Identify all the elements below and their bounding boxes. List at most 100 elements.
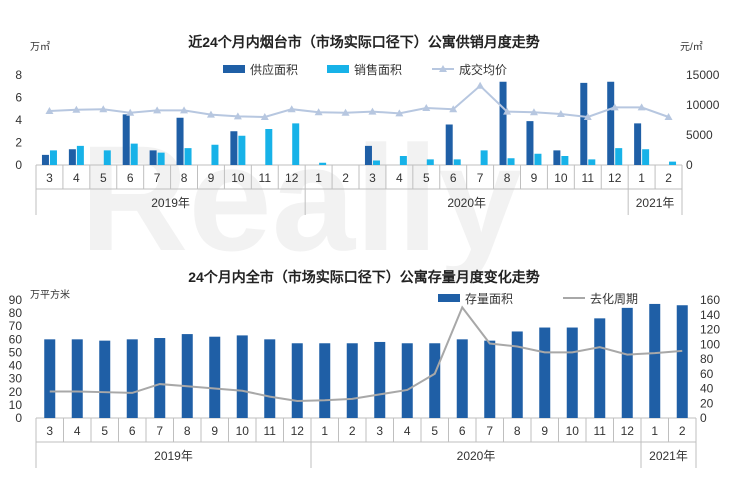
chart1-x-tick: 5 (100, 171, 107, 185)
chart1-bar (49, 150, 57, 165)
chart1-x-tick: 6 (450, 171, 457, 185)
chart1-x-tick: 6 (127, 171, 134, 185)
chart1-legend-swatch (327, 65, 349, 73)
chart2-x-tick: 10 (236, 424, 250, 438)
chart2-y2-tick: 160 (700, 293, 720, 307)
chart2-y-tick: 60 (9, 332, 23, 346)
chart1-year-label: 2019年 (151, 196, 190, 210)
chart1-line-point (153, 106, 162, 114)
chart1-line-point (180, 106, 189, 114)
chart2-x-tick: 4 (74, 424, 81, 438)
chart1-bar (669, 161, 677, 165)
chart1-bar (553, 150, 561, 165)
chart1-line-point (287, 105, 296, 113)
chart2-y2-tick: 100 (700, 337, 720, 351)
chart2-y2-tick: 80 (700, 352, 714, 366)
chart2-y-tick: 10 (9, 398, 23, 412)
chart1-year-label: 2020年 (447, 196, 486, 210)
chart1-x-tick: 1 (638, 171, 645, 185)
chart1-bar (507, 158, 515, 165)
chart1-bar (319, 162, 327, 165)
chart2-y-tick: 80 (9, 306, 23, 320)
chart1-bar (399, 156, 407, 165)
chart2-y-tick: 40 (9, 359, 23, 373)
chart2-y2-tick: 140 (700, 308, 720, 322)
chart2-bar (594, 318, 606, 418)
chart2-legend-label: 去化周期 (590, 292, 638, 306)
chart2-bar (374, 341, 386, 418)
chart1-bar (149, 150, 157, 165)
chart1-line-point (260, 113, 269, 120)
chart2-bar (291, 343, 303, 418)
chart1-x-tick: 11 (582, 171, 595, 185)
chart1-bar (176, 117, 184, 165)
chart2-bar (181, 334, 193, 418)
chart2-y-tick: 30 (9, 372, 23, 386)
chart2-x-tick: 12 (621, 424, 635, 438)
chart1-bar (230, 131, 238, 165)
chart2-x-tick: 3 (376, 424, 383, 438)
chart2-x-tick: 12 (291, 424, 305, 438)
chart1-line-point (664, 113, 673, 120)
chart1-bar (453, 159, 461, 165)
chart1-x-tick: 10 (554, 171, 568, 185)
chart1-x-tick: 3 (369, 171, 376, 185)
chart1-title: 近24个月内烟台市（市场实际口径下）公寓供销月度走势 (188, 34, 540, 50)
chart2-y-tick: 20 (9, 385, 23, 399)
chart1-x-tick: 2 (342, 171, 349, 185)
chart1-bar (445, 124, 453, 165)
chart1-bar (292, 123, 300, 165)
chart1-x-tick: 9 (208, 171, 215, 185)
chart1-line-point (395, 109, 404, 117)
chart2-bar (126, 339, 138, 418)
chart1-line-point (610, 103, 619, 111)
chart2-bar (401, 343, 413, 418)
chart2-y2-tick: 0 (700, 411, 707, 425)
chart2-bar (539, 327, 551, 418)
chart1-bar (526, 121, 534, 165)
chart2-x-tick: 7 (156, 424, 163, 438)
chart1-line-point (529, 108, 538, 116)
chart1-bar (499, 81, 507, 165)
chart1-x-tick: 7 (154, 171, 161, 185)
chart2-x-tick: 2 (679, 424, 686, 438)
chart2-left-unit: 万平方米 (30, 288, 70, 301)
chart1-bar (68, 149, 76, 165)
chart2-bar (456, 339, 468, 418)
chart2-x-tick: 5 (431, 424, 438, 438)
chart2-x-tick: 2 (349, 424, 356, 438)
chart2-line-series (49, 305, 683, 403)
chart2-x-tick: 4 (404, 424, 411, 438)
chart2-x-tick: 9 (211, 424, 218, 438)
chart1-bar (364, 145, 372, 165)
chart1-y-tick: 8 (15, 68, 22, 82)
chart1-bar (76, 145, 84, 165)
chart1-x-tick: 11 (259, 171, 272, 185)
chart2-year-label: 2019年 (154, 449, 193, 463)
chart1-line-point (206, 110, 215, 118)
chart1-line-point (45, 107, 54, 114)
chart1-line-point (476, 81, 485, 89)
chart1-legend-label: 供应面积 (250, 62, 298, 77)
chart2-bar (484, 340, 496, 418)
chart1-y-tick: 4 (15, 113, 22, 127)
chart2-bar (209, 336, 221, 418)
chart1-line-point (99, 105, 108, 113)
chart2-bar (566, 327, 578, 418)
chart2-y2-tick: 60 (700, 367, 714, 381)
chart2-year-label: 2020年 (457, 449, 496, 463)
chart1-bar (588, 159, 596, 165)
chart2-bar (346, 343, 358, 418)
chart2-x-tick: 11 (264, 424, 277, 438)
chart2-legend-swatch (438, 294, 460, 302)
chart2-x-tick: 1 (321, 424, 328, 438)
chart1-year-label: 2021年 (636, 196, 675, 210)
chart1-legend-swatch (223, 65, 245, 73)
chart1-x-tick: 3 (46, 171, 53, 185)
chart1-x-tick: 7 (477, 171, 484, 185)
chart2-bar (236, 335, 248, 418)
chart1-line-point (314, 108, 323, 116)
chart1-x-tick: 10 (231, 171, 245, 185)
chart1-y2-tick: 0 (686, 158, 693, 172)
chart1-x-tick: 2 (665, 171, 672, 185)
